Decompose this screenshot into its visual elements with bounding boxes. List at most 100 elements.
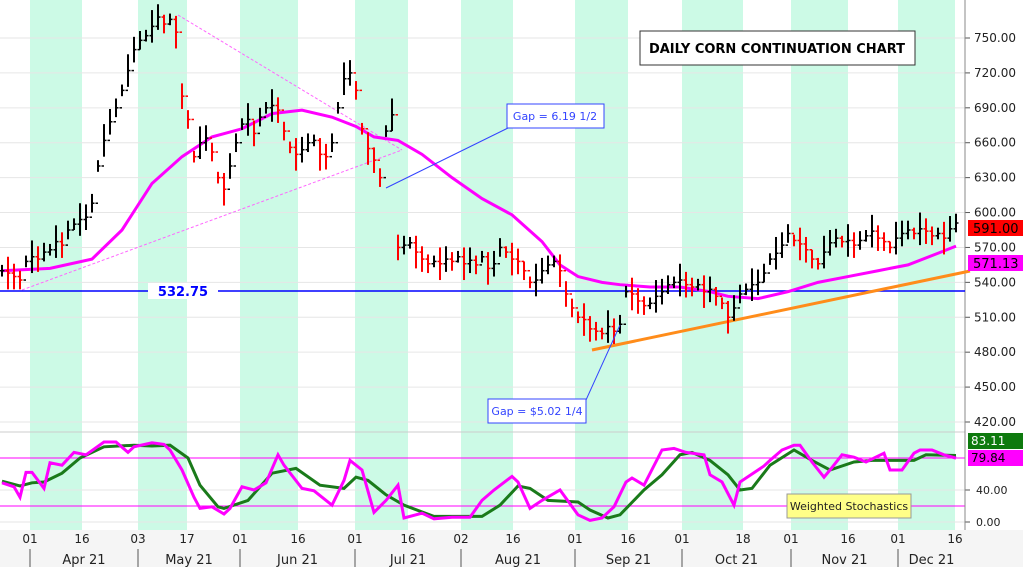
price-bar — [557, 254, 563, 288]
support-line-label-bg — [148, 283, 218, 299]
stochastics-title-box — [786, 493, 912, 519]
price-bar — [899, 220, 905, 247]
y-tick-label: 480.00 — [974, 345, 1016, 359]
price-bar — [611, 318, 617, 345]
price-bar — [593, 321, 599, 341]
price-bar — [671, 276, 677, 289]
x-day-label: 18 — [735, 532, 750, 546]
price-bar — [155, 4, 161, 30]
price-bar — [323, 143, 329, 170]
y-tick-label: 450.00 — [974, 380, 1016, 394]
price-bar — [371, 147, 377, 173]
price-bar — [785, 224, 791, 246]
x-day-label: 01 — [674, 532, 689, 546]
price-bar — [161, 14, 167, 34]
price-bar — [641, 296, 647, 315]
price-bar — [425, 254, 431, 274]
price-bar — [101, 124, 107, 167]
price-bar — [119, 84, 125, 109]
last-price-label: 591.00 — [973, 222, 1019, 237]
price-bar — [95, 160, 101, 204]
price-bar — [431, 255, 437, 268]
price-bar — [317, 138, 323, 171]
price-bar — [917, 212, 923, 246]
price-axis: 750.00 720.00 690.00 660.00 630.00 600.00 570.… — [965, 31, 1016, 429]
price-bar — [215, 151, 221, 184]
triangle-lower-line — [21, 149, 403, 291]
y-tick-label: 720.00 — [974, 66, 1016, 80]
price-bar — [0, 264, 5, 277]
price-bar — [419, 246, 425, 272]
price-bar — [269, 89, 275, 122]
price-bar — [329, 133, 335, 158]
price-bar — [929, 226, 935, 246]
price-bar — [545, 255, 551, 275]
x-month-label: Nov 21 — [821, 553, 867, 567]
price-bar — [737, 284, 743, 309]
price-bar — [749, 268, 755, 301]
price-bar — [905, 220, 911, 240]
price-bar — [239, 118, 245, 144]
gap-annotation-2-box — [487, 398, 587, 424]
date-band — [138, 0, 187, 530]
stochastic-lines — [1, 440, 957, 522]
price-bar — [791, 232, 797, 247]
y-tick-label: 690.00 — [974, 101, 1016, 115]
y-tick-label: 600.00 — [974, 206, 1016, 220]
y-tick-label: 660.00 — [974, 136, 1016, 150]
support-line-label: 532.75 — [158, 285, 208, 300]
price-bar — [623, 285, 629, 325]
price-bar — [293, 138, 299, 171]
x-month-label: Sep 21 — [606, 553, 651, 567]
x-day-label: 01 — [783, 532, 798, 546]
price-bar — [743, 283, 749, 296]
stoch-d-last-label: 83.11 — [971, 434, 1005, 448]
x-day-label: 16 — [74, 532, 89, 546]
price-bars — [0, 4, 959, 345]
price-bar — [539, 257, 545, 284]
price-bar — [455, 250, 461, 263]
price-bar — [713, 287, 719, 306]
x-month-label: Jun 21 — [276, 553, 318, 567]
price-bar — [209, 137, 215, 162]
price-bar — [71, 218, 77, 231]
price-bar — [503, 246, 509, 258]
price-bar — [167, 13, 173, 26]
price-bar — [53, 225, 59, 258]
price-bar — [599, 327, 605, 340]
price-bar — [413, 235, 419, 269]
moving-average-line — [1, 108, 957, 301]
price-bar — [845, 224, 851, 257]
price-bar — [359, 89, 365, 135]
price-bar — [731, 295, 737, 321]
price-bar — [509, 242, 515, 276]
price-bar — [449, 252, 455, 271]
price-bar — [275, 97, 281, 123]
price-bar — [191, 118, 197, 163]
price-bar — [461, 247, 467, 281]
price-bar — [65, 220, 71, 246]
price-bar — [89, 193, 95, 218]
x-day-label: 01 — [347, 532, 362, 546]
price-bar — [443, 246, 449, 272]
price-bar — [521, 260, 527, 281]
price-bar — [41, 242, 47, 262]
price-bar — [29, 240, 35, 274]
price-bar — [221, 172, 227, 206]
price-bar — [767, 253, 773, 274]
price-bar — [203, 125, 209, 151]
price-bar — [245, 103, 251, 136]
stoch-tick-label: 0.00 — [976, 516, 1001, 529]
price-bar — [653, 280, 659, 313]
price-bar — [665, 275, 671, 294]
x-day-label: 16 — [400, 532, 415, 546]
price-bar — [719, 295, 725, 310]
price-bar — [173, 15, 179, 49]
x-day-label: 17 — [179, 532, 194, 546]
price-bar — [677, 263, 683, 297]
x-day-label: 01 — [232, 532, 247, 546]
price-bar — [473, 255, 479, 275]
price-bar — [149, 10, 155, 43]
price-bar — [335, 101, 341, 144]
price-bar — [257, 107, 263, 135]
